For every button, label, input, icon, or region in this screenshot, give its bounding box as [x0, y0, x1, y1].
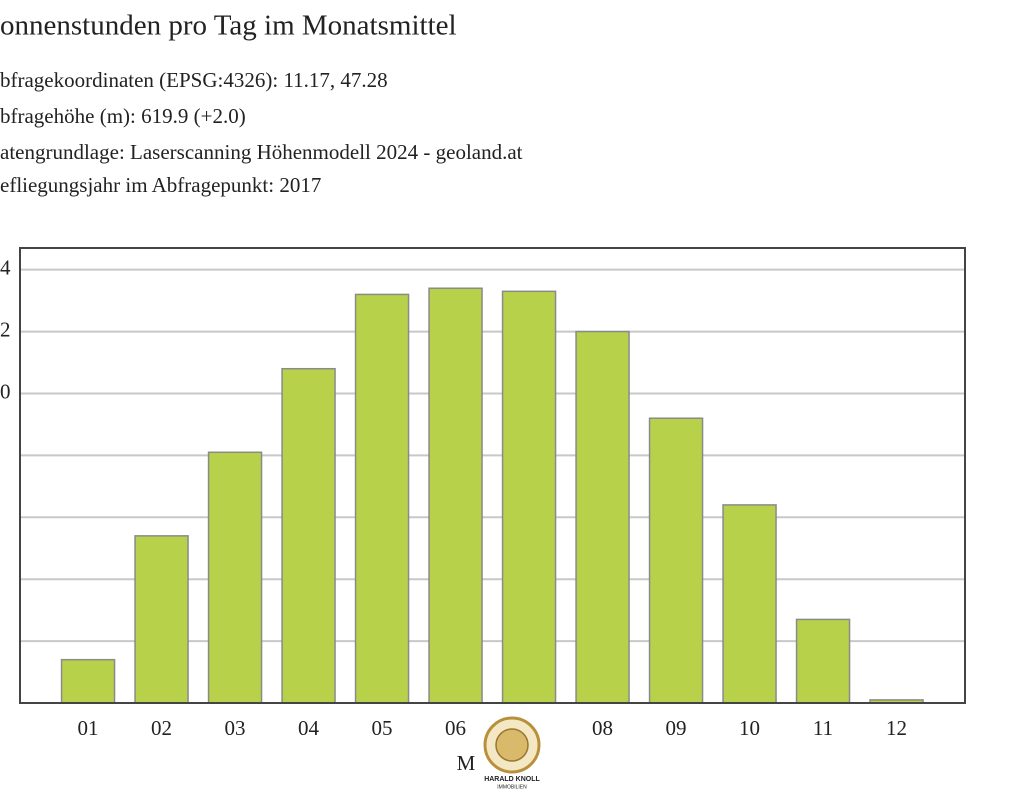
y-tick-label: 4	[0, 255, 11, 279]
bar	[60, 658, 116, 704]
x-tick-label: 08	[592, 716, 613, 740]
info-line: bfragekoordinaten (EPSG:4326): 11.17, 47…	[0, 68, 388, 92]
x-tick-label: 12	[886, 716, 907, 740]
x-tick-label: 01	[78, 716, 99, 740]
bar	[281, 367, 336, 704]
info-line: bfragehöhe (m): 619.9 (+2.0)	[0, 104, 246, 128]
bar	[354, 293, 410, 704]
bar	[722, 504, 777, 704]
x-tick-label: 05	[372, 716, 393, 740]
logo-text: HARALD KNOLL	[484, 776, 540, 783]
chart-title: onnenstunden pro Tag im Monatsmittel	[0, 10, 457, 42]
bar	[207, 451, 263, 704]
bar	[795, 618, 851, 704]
bar	[575, 330, 630, 704]
logo-subtext: IMMOBILIEN	[497, 784, 527, 790]
plot-frame	[19, 247, 966, 704]
y-tick-label: 2	[0, 317, 11, 341]
info-line: atengrundlage: Laserscanning Höhenmodell…	[0, 140, 523, 164]
x-axis-label: M	[457, 751, 476, 775]
bar	[134, 535, 189, 704]
x-tick-label: 04	[298, 716, 320, 740]
x-tick-label: 02	[151, 716, 172, 740]
x-tick-label: 06	[445, 716, 466, 740]
bar	[648, 417, 704, 704]
info-line: efliegungsjahr im Abfragepunkt: 2017	[0, 173, 321, 197]
logo-face	[495, 728, 529, 762]
bar	[501, 290, 557, 704]
x-tick-label: 03	[225, 716, 246, 740]
y-tick-label: 0	[0, 379, 11, 403]
x-tick-label: 11	[813, 716, 833, 740]
x-tick-label: 09	[666, 716, 687, 740]
bar	[428, 287, 483, 704]
x-tick-label: 10	[739, 716, 760, 740]
